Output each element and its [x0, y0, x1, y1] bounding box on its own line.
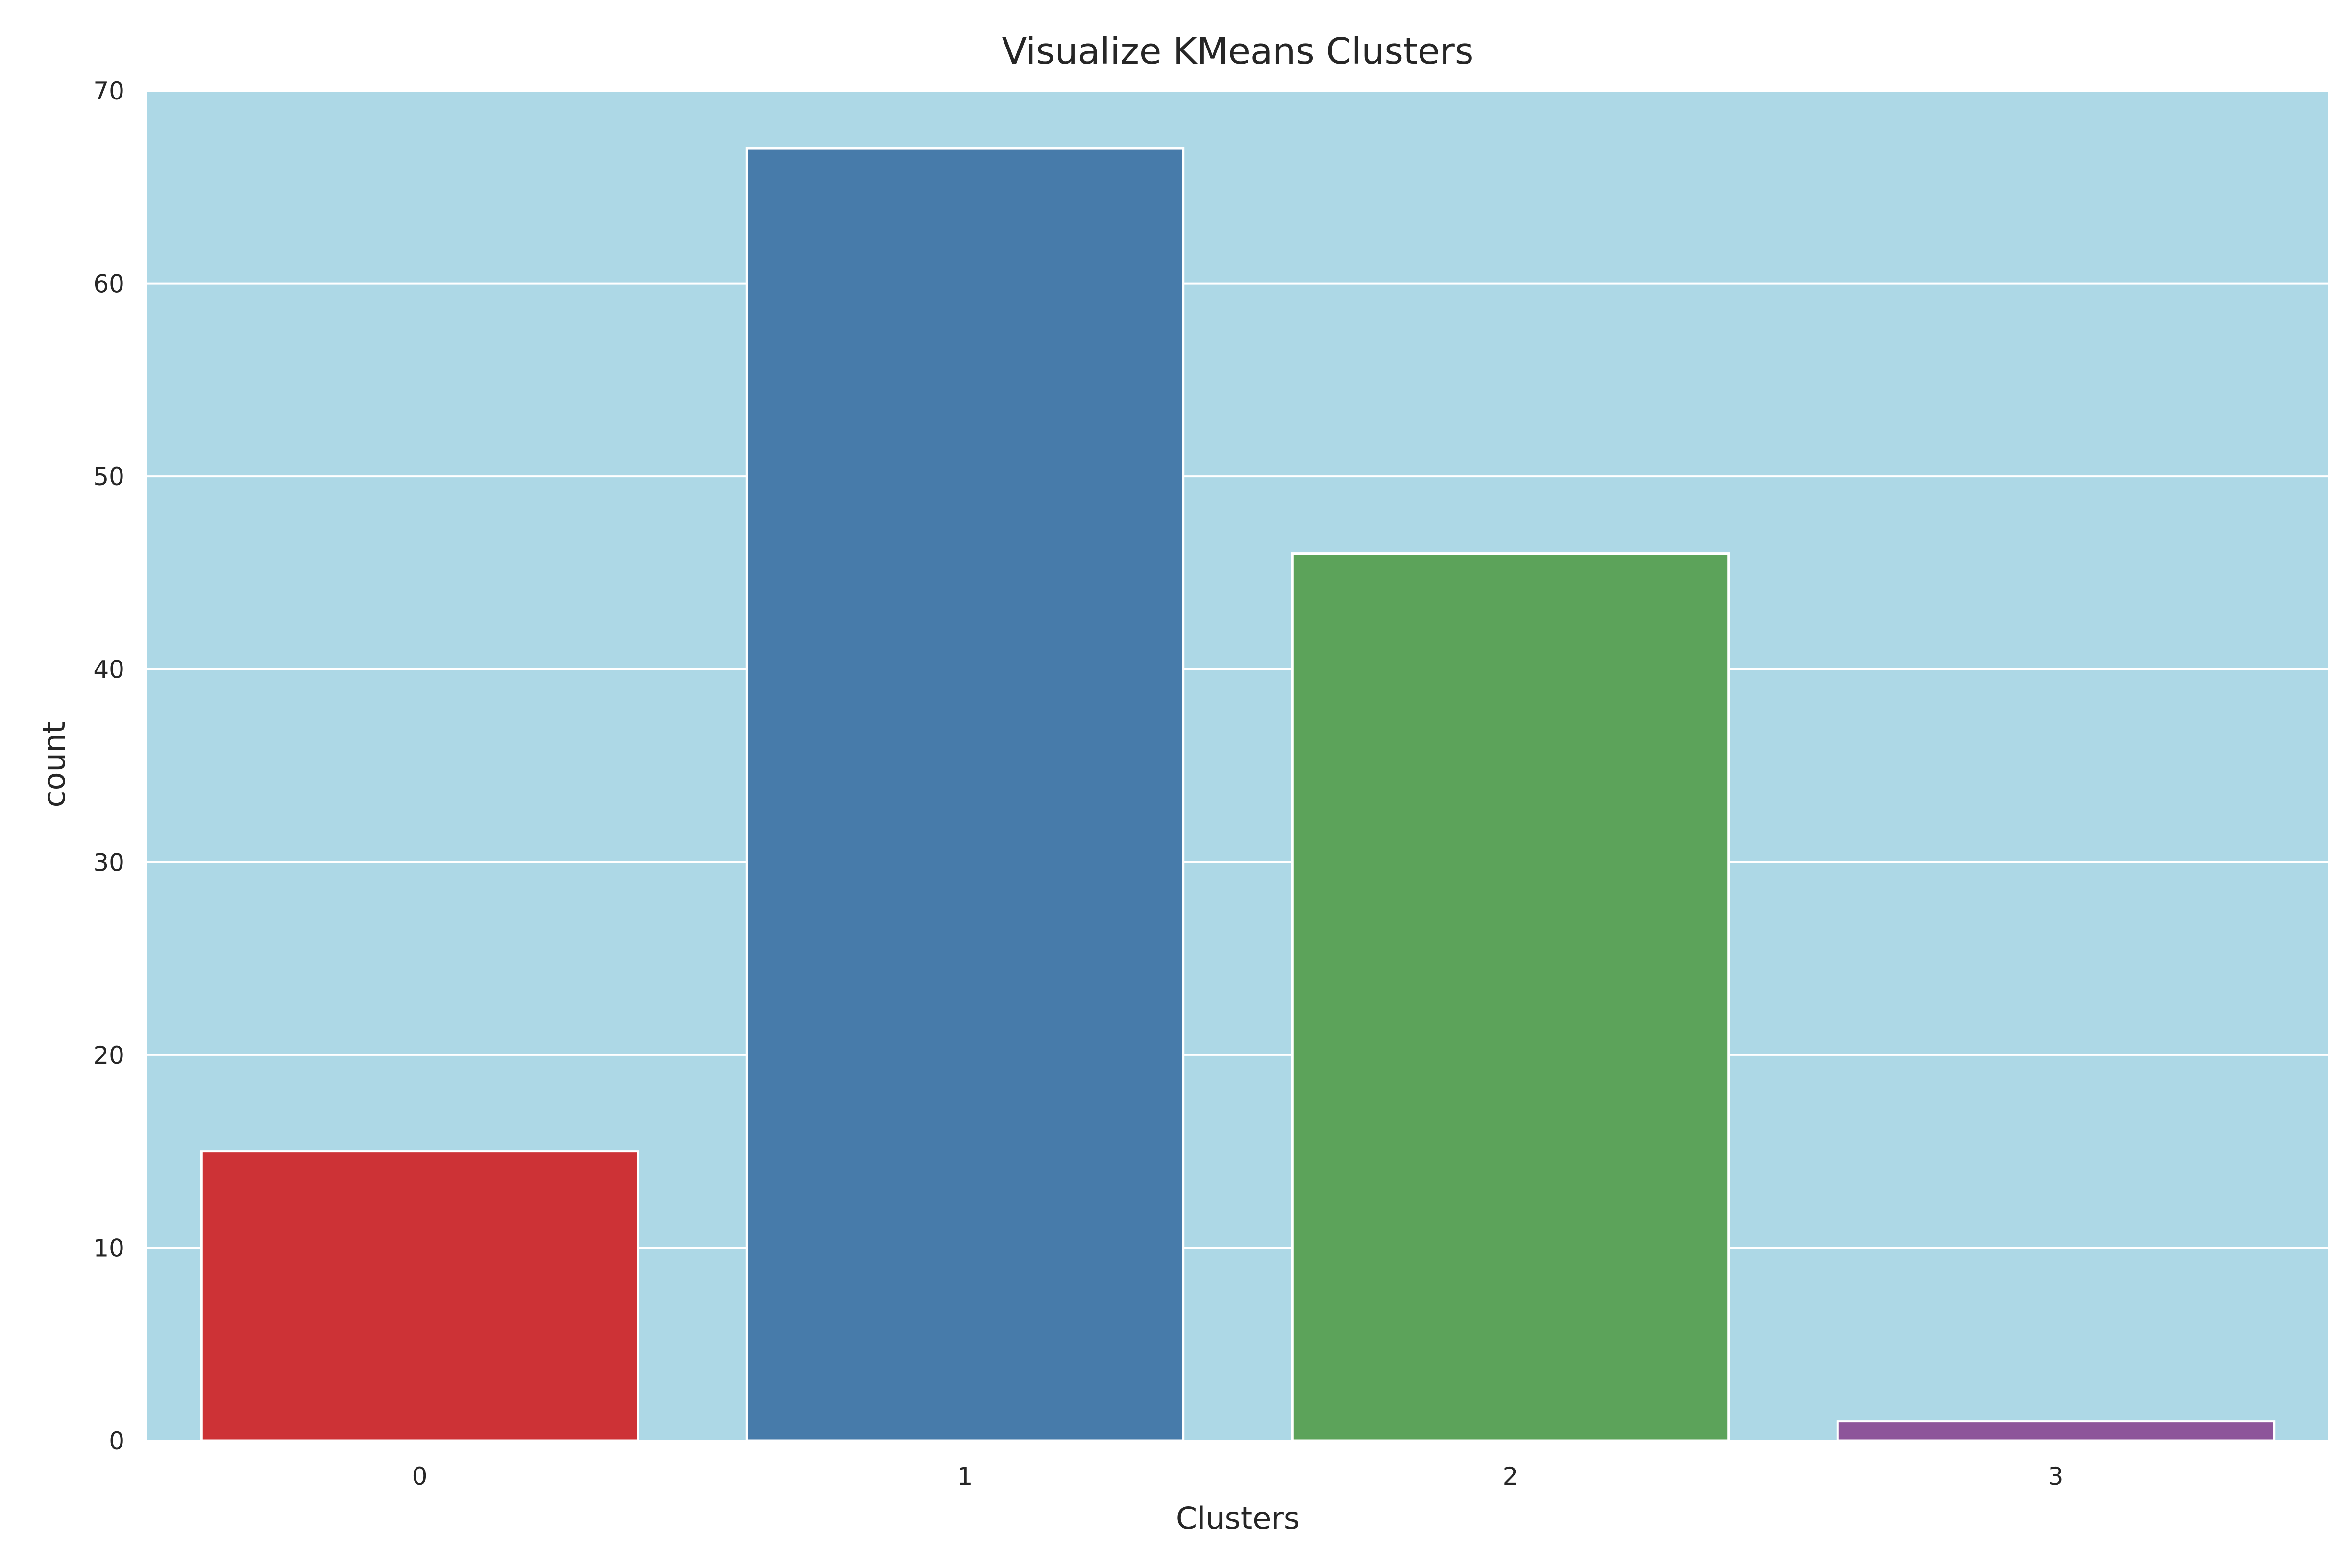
bar-cluster-1	[745, 147, 1185, 1442]
bars	[200, 147, 2276, 1442]
y-tick-labels: 0 10 20 30 40 50 60 70	[93, 77, 124, 1455]
bar-cluster-0	[200, 1150, 639, 1442]
chart-title: Visualize KMeans Clusters	[1002, 30, 1474, 73]
y-tick-label: 10	[93, 1234, 124, 1262]
x-tick-label: 0	[412, 1462, 428, 1491]
y-tick-label: 20	[93, 1041, 124, 1070]
bar-cluster-2	[1291, 552, 1730, 1442]
bar-cluster-3	[1836, 1420, 2276, 1442]
x-tick-label: 3	[2048, 1462, 2064, 1491]
y-tick-label: 50	[93, 463, 124, 491]
y-tick-label: 60	[93, 270, 124, 298]
y-tick-label: 40	[93, 656, 124, 684]
y-axis-label: count	[36, 722, 72, 808]
x-tick-label: 1	[957, 1462, 973, 1491]
y-tick-label: 30	[93, 848, 124, 877]
x-axis-label: Clusters	[1176, 1500, 1299, 1536]
grid-lines	[147, 90, 2328, 1442]
x-tick-labels: 0 1 2 3	[412, 1462, 2064, 1491]
x-tick-label: 2	[1503, 1462, 1519, 1491]
y-tick-label: 0	[109, 1427, 124, 1455]
y-tick-label: 70	[93, 77, 124, 105]
